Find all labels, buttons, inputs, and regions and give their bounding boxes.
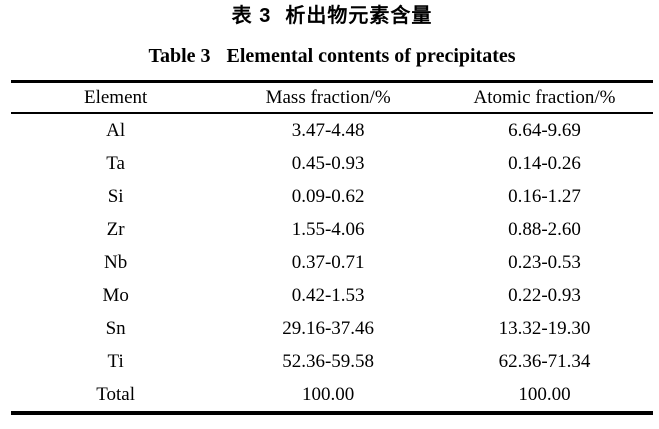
table-caption-chinese-text: 析出物元素含量 — [285, 5, 433, 27]
cell-element: Ti — [107, 350, 124, 372]
cell-element: Al — [106, 119, 126, 141]
table-row: Ti 52.36-59.58 62.36-71.34 — [11, 345, 653, 378]
column-header-mass-fraction: Mass fraction/% — [220, 81, 436, 114]
cell-element: Total — [96, 383, 136, 405]
cell-mass-fraction: 3.47-4.48 — [291, 119, 365, 141]
cell-element: Mo — [102, 284, 129, 306]
cell-mass-fraction: 0.09-0.62 — [291, 185, 365, 207]
cell-atomic-fraction: 62.36-71.34 — [498, 350, 591, 372]
cell-atomic-fraction: 100.00 — [518, 383, 571, 405]
table-header-row: Element Mass fraction/% Atomic fraction/… — [11, 81, 653, 114]
cell-atomic-fraction: 0.16-1.27 — [508, 185, 581, 207]
table-caption-chinese: 表 3 析出物元素含量 — [11, 4, 653, 29]
table-row-total: Total 100.00 100.00 — [11, 378, 653, 413]
table-caption-chinese-label: 表 3 — [231, 5, 272, 27]
table-row: Ta 0.45-0.93 0.14-0.26 — [11, 147, 653, 180]
cell-element: Ta — [106, 152, 125, 174]
paper-table-region: 表 3 析出物元素含量 Table 3 Elemental contents of … — [11, 0, 653, 429]
table-row: Nb 0.37-0.71 0.23-0.53 — [11, 246, 653, 279]
table-row: Al 3.47-4.48 6.64-9.69 — [11, 113, 653, 147]
cell-atomic-fraction: 0.88-2.60 — [508, 218, 581, 240]
table-row: Zr 1.55-4.06 0.88-2.60 — [11, 213, 653, 246]
cell-element: Zr — [106, 218, 125, 240]
table-row: Sn 29.16-37.46 13.32-19.30 — [11, 312, 653, 345]
cell-element: Si — [107, 185, 124, 207]
cell-atomic-fraction: 13.32-19.30 — [498, 317, 591, 339]
column-header-atomic-fraction: Atomic fraction/% — [435, 81, 653, 114]
table-caption-english-label: Table 3 — [148, 45, 211, 67]
cell-mass-fraction: 0.45-0.93 — [291, 152, 365, 174]
cell-mass-fraction: 1.55-4.06 — [291, 218, 365, 240]
table-row: Si 0.09-0.62 0.16-1.27 — [11, 180, 653, 213]
column-header-element: Element — [11, 81, 221, 114]
cell-mass-fraction: 100.00 — [302, 383, 355, 405]
cell-atomic-fraction: 6.64-9.69 — [508, 119, 581, 141]
cell-element: Nb — [104, 251, 128, 273]
cell-mass-fraction: 52.36-59.58 — [282, 350, 375, 372]
cell-atomic-fraction: 0.22-0.93 — [508, 284, 581, 306]
cell-atomic-fraction: 0.23-0.53 — [508, 251, 581, 273]
cell-mass-fraction: 0.42-1.53 — [291, 284, 365, 306]
precipitates-table: Element Mass fraction/% Atomic fraction/… — [11, 80, 653, 415]
table-caption-english-text: Elemental contents of precipitates — [226, 45, 516, 67]
cell-element: Sn — [105, 317, 126, 339]
cell-atomic-fraction: 0.14-0.26 — [508, 152, 581, 174]
table-caption-english: Table 3 Elemental contents of precipitate… — [11, 44, 653, 69]
cell-mass-fraction: 0.37-0.71 — [291, 251, 365, 273]
table-row: Mo 0.42-1.53 0.22-0.93 — [11, 279, 653, 312]
cell-mass-fraction: 29.16-37.46 — [282, 317, 375, 339]
